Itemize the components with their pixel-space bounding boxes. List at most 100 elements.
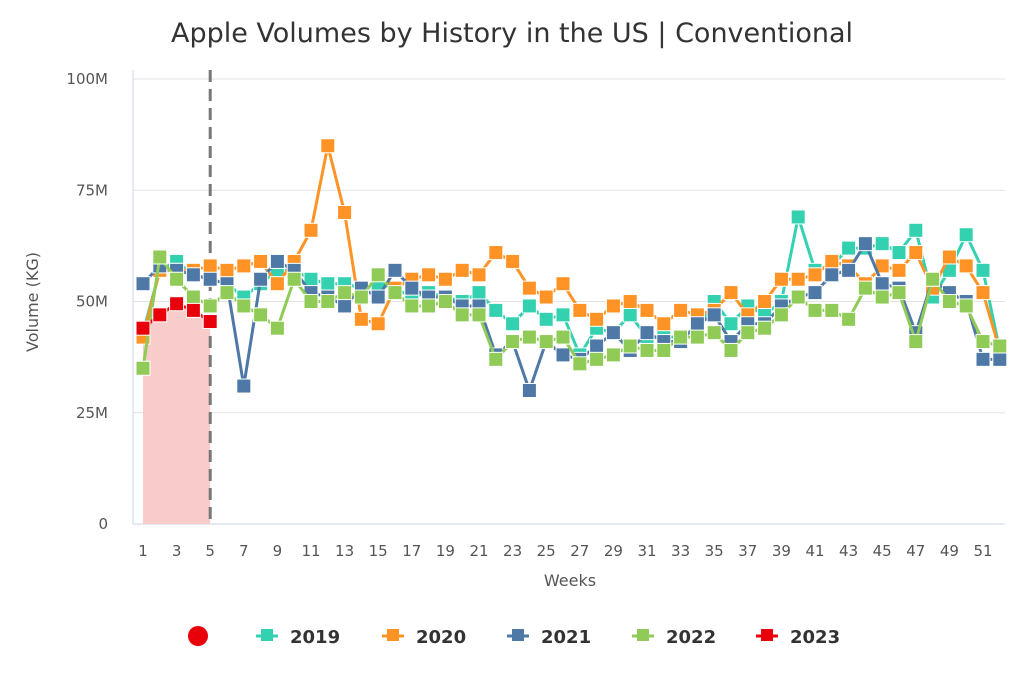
legend-item-2019[interactable]: 2019 [256, 627, 340, 648]
point-2020 [891, 262, 907, 278]
point-2019 [874, 236, 890, 252]
point-2022 [790, 289, 806, 305]
x-tick-label: 31 [637, 542, 656, 560]
point-2022 [303, 294, 319, 309]
point-2021 [404, 280, 420, 296]
point-2022 [757, 320, 773, 336]
point-2022 [236, 298, 252, 314]
line-2020 [141, 145, 1002, 351]
point-2020 [454, 262, 470, 278]
point-2022 [975, 334, 991, 350]
legend-item-2020[interactable]: 2020 [382, 627, 466, 648]
point-2020 [555, 276, 571, 292]
point-2020 [303, 222, 319, 238]
x-tick-label: 45 [873, 542, 892, 560]
point-2022 [370, 267, 386, 283]
point-2022 [841, 311, 857, 327]
point-2020 [639, 302, 655, 318]
point-2022 [807, 302, 823, 318]
x-tick-label: 35 [705, 542, 724, 560]
x-tick-label: 15 [369, 542, 388, 560]
x-tick-label: 21 [469, 542, 488, 560]
x-tick-label: 27 [570, 542, 589, 560]
y-tick-label: 75M [76, 181, 108, 199]
legend-item-2023[interactable]: 2023 [756, 627, 840, 648]
point-2020 [505, 253, 521, 269]
point-2020 [908, 245, 924, 261]
point-2022 [387, 285, 403, 301]
y-axis-label: Volume (KG) [23, 252, 42, 352]
point-2021 [857, 236, 873, 252]
point-2021 [185, 267, 201, 283]
point-2021 [135, 276, 151, 292]
y-tick-label: 25M [76, 404, 108, 422]
point-2019 [891, 245, 907, 261]
point-2022 [874, 289, 890, 305]
y-tick-label: 50M [76, 293, 108, 311]
point-2021 [824, 267, 840, 283]
legend-marker [637, 629, 649, 641]
legend-label: 2020 [416, 627, 466, 648]
series-2022 [135, 249, 1008, 376]
point-2023 [135, 320, 151, 336]
point-2020 [941, 249, 957, 265]
legend-marker [761, 629, 773, 641]
point-2023 [202, 314, 218, 330]
point-2021 [521, 383, 537, 398]
point-2022 [857, 280, 873, 296]
point-2022 [471, 307, 487, 323]
point-2020 [958, 258, 974, 274]
point-2021 [253, 271, 269, 287]
point-2019 [975, 262, 991, 278]
point-2022 [538, 334, 554, 350]
point-2021 [202, 271, 218, 287]
point-2020 [320, 138, 336, 154]
point-2022 [185, 289, 201, 305]
point-2022 [437, 294, 453, 309]
chart-title: Apple Volumes by History in the US | Con… [171, 18, 853, 49]
x-tick-label: 17 [402, 542, 421, 560]
point-2019 [841, 240, 857, 256]
point-2022 [169, 271, 185, 287]
point-2022 [488, 351, 504, 367]
x-tick-label: 29 [604, 542, 623, 560]
legend-label: 2021 [541, 627, 591, 648]
point-2022 [454, 307, 470, 323]
point-2020 [202, 258, 218, 274]
x-axis-label: Weeks [544, 571, 596, 590]
point-2022 [253, 307, 269, 323]
point-2020 [521, 280, 537, 296]
series-2020 [135, 138, 1008, 358]
point-2021 [706, 307, 722, 323]
point-2023 [185, 302, 201, 318]
point-2020 [975, 285, 991, 301]
legend-label: 2019 [290, 627, 340, 648]
line-2022 [141, 253, 1001, 369]
point-2020 [236, 258, 252, 274]
point-2023 [169, 296, 185, 312]
legend-label: 2023 [790, 627, 840, 648]
legend-item-2021[interactable]: 2021 [507, 627, 591, 648]
point-2020 [790, 271, 806, 287]
point-2020 [757, 294, 773, 309]
point-2020 [673, 302, 689, 318]
x-tick-label: 39 [772, 542, 791, 560]
point-2022 [773, 307, 789, 323]
point-2019 [488, 302, 504, 318]
point-2021 [605, 325, 621, 341]
legend-item-2022[interactable]: 2022 [632, 627, 716, 648]
point-2021 [874, 276, 890, 292]
point-2021 [370, 289, 386, 305]
point-2021 [236, 378, 252, 394]
x-tick-label: 41 [805, 542, 824, 560]
x-tick-label: 23 [503, 542, 522, 560]
point-2022 [891, 285, 907, 301]
point-2020 [572, 302, 588, 318]
point-2020 [605, 298, 621, 314]
point-2022 [605, 347, 621, 363]
x-tick-label: 49 [940, 542, 959, 560]
point-2022 [572, 356, 588, 372]
x-tick-label: 19 [436, 542, 455, 560]
legend-marker [387, 629, 399, 641]
